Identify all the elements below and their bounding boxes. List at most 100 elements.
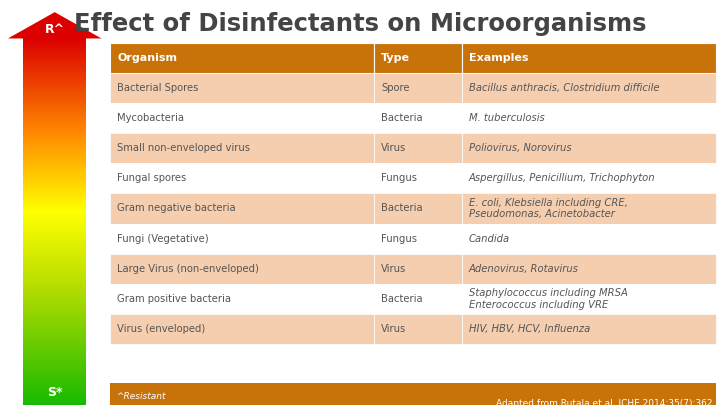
Bar xyxy=(23,42,86,44)
Bar xyxy=(23,385,86,387)
Bar xyxy=(23,52,86,54)
Bar xyxy=(23,169,86,171)
Bar xyxy=(23,292,86,294)
Bar xyxy=(23,90,86,92)
Bar xyxy=(23,367,86,369)
Bar xyxy=(23,136,86,139)
Text: M. tuberculosis: M. tuberculosis xyxy=(469,113,545,123)
Bar xyxy=(23,348,86,350)
Bar xyxy=(23,271,86,273)
Bar xyxy=(23,86,86,88)
Text: Gram negative bacteria: Gram negative bacteria xyxy=(117,203,236,213)
Bar xyxy=(23,337,86,339)
Bar xyxy=(462,163,716,194)
Bar xyxy=(23,379,86,381)
Text: Fungi (Vegetative): Fungi (Vegetative) xyxy=(117,234,209,244)
Text: Fungus: Fungus xyxy=(381,173,417,183)
Bar xyxy=(23,71,86,73)
Bar xyxy=(23,67,86,69)
Bar xyxy=(23,361,86,364)
Bar xyxy=(23,375,86,377)
Bar xyxy=(23,213,86,215)
Bar xyxy=(23,302,86,304)
Bar xyxy=(23,390,86,392)
Bar xyxy=(23,156,86,158)
Bar xyxy=(23,296,86,298)
Bar xyxy=(23,44,86,46)
Bar xyxy=(23,263,86,266)
Bar xyxy=(23,167,86,169)
Bar xyxy=(23,142,86,144)
Text: Virus (enveloped): Virus (enveloped) xyxy=(117,324,206,334)
Text: Small non-enveloped virus: Small non-enveloped virus xyxy=(117,143,251,153)
Text: Type: Type xyxy=(381,53,410,63)
Bar xyxy=(23,227,86,229)
Bar xyxy=(374,73,462,103)
Bar xyxy=(23,273,86,275)
Bar xyxy=(462,133,716,163)
Text: Poliovirus, Norovirus: Poliovirus, Norovirus xyxy=(469,143,572,153)
Bar xyxy=(23,48,86,50)
Bar xyxy=(23,365,86,367)
Text: Bacteria: Bacteria xyxy=(381,203,423,213)
Bar xyxy=(110,43,374,73)
Bar xyxy=(23,77,86,79)
Bar xyxy=(23,148,86,150)
Bar xyxy=(462,254,716,284)
Bar xyxy=(23,242,86,244)
Bar xyxy=(23,200,86,202)
Bar xyxy=(23,163,86,165)
Bar xyxy=(23,94,86,96)
Text: Adapted from Rutala et al. ICHE 2014;35(7):362: Adapted from Rutala et al. ICHE 2014;35(… xyxy=(496,399,713,405)
Text: Fungal spores: Fungal spores xyxy=(117,173,186,183)
Bar xyxy=(23,121,86,123)
Bar xyxy=(23,275,86,277)
Bar xyxy=(23,319,86,321)
Bar xyxy=(23,344,86,346)
Bar xyxy=(23,288,86,290)
Bar xyxy=(110,194,374,224)
Bar xyxy=(23,392,86,394)
Bar xyxy=(23,134,86,136)
Bar xyxy=(23,100,86,102)
Bar xyxy=(23,311,86,313)
Bar xyxy=(23,223,86,225)
Bar xyxy=(23,196,86,198)
Bar xyxy=(23,161,86,164)
Bar xyxy=(23,290,86,292)
Bar xyxy=(23,256,86,258)
Bar xyxy=(23,83,86,85)
Bar xyxy=(23,58,86,60)
Bar xyxy=(110,224,374,254)
Bar xyxy=(23,186,86,188)
Bar xyxy=(23,321,86,323)
Bar xyxy=(23,398,86,400)
Text: Organism: Organism xyxy=(117,53,177,63)
Bar xyxy=(23,286,86,288)
Bar xyxy=(23,308,86,310)
Bar xyxy=(23,88,86,90)
Bar xyxy=(23,139,86,141)
Bar xyxy=(374,314,462,344)
Bar xyxy=(23,230,86,233)
Bar xyxy=(23,381,86,383)
Bar xyxy=(23,248,86,250)
Bar xyxy=(23,250,86,252)
Bar xyxy=(23,92,86,94)
Bar xyxy=(462,284,716,314)
Bar xyxy=(23,188,86,190)
Bar xyxy=(462,314,716,344)
Bar xyxy=(23,171,86,173)
Bar xyxy=(462,194,716,224)
Bar xyxy=(23,335,86,337)
Bar xyxy=(374,254,462,284)
Bar xyxy=(23,204,86,206)
Bar xyxy=(23,140,86,142)
Bar xyxy=(23,219,86,221)
Bar xyxy=(23,342,86,344)
Bar xyxy=(23,129,86,131)
Bar xyxy=(23,207,86,210)
Bar xyxy=(23,315,86,318)
Bar xyxy=(23,119,86,121)
Bar xyxy=(23,102,86,104)
